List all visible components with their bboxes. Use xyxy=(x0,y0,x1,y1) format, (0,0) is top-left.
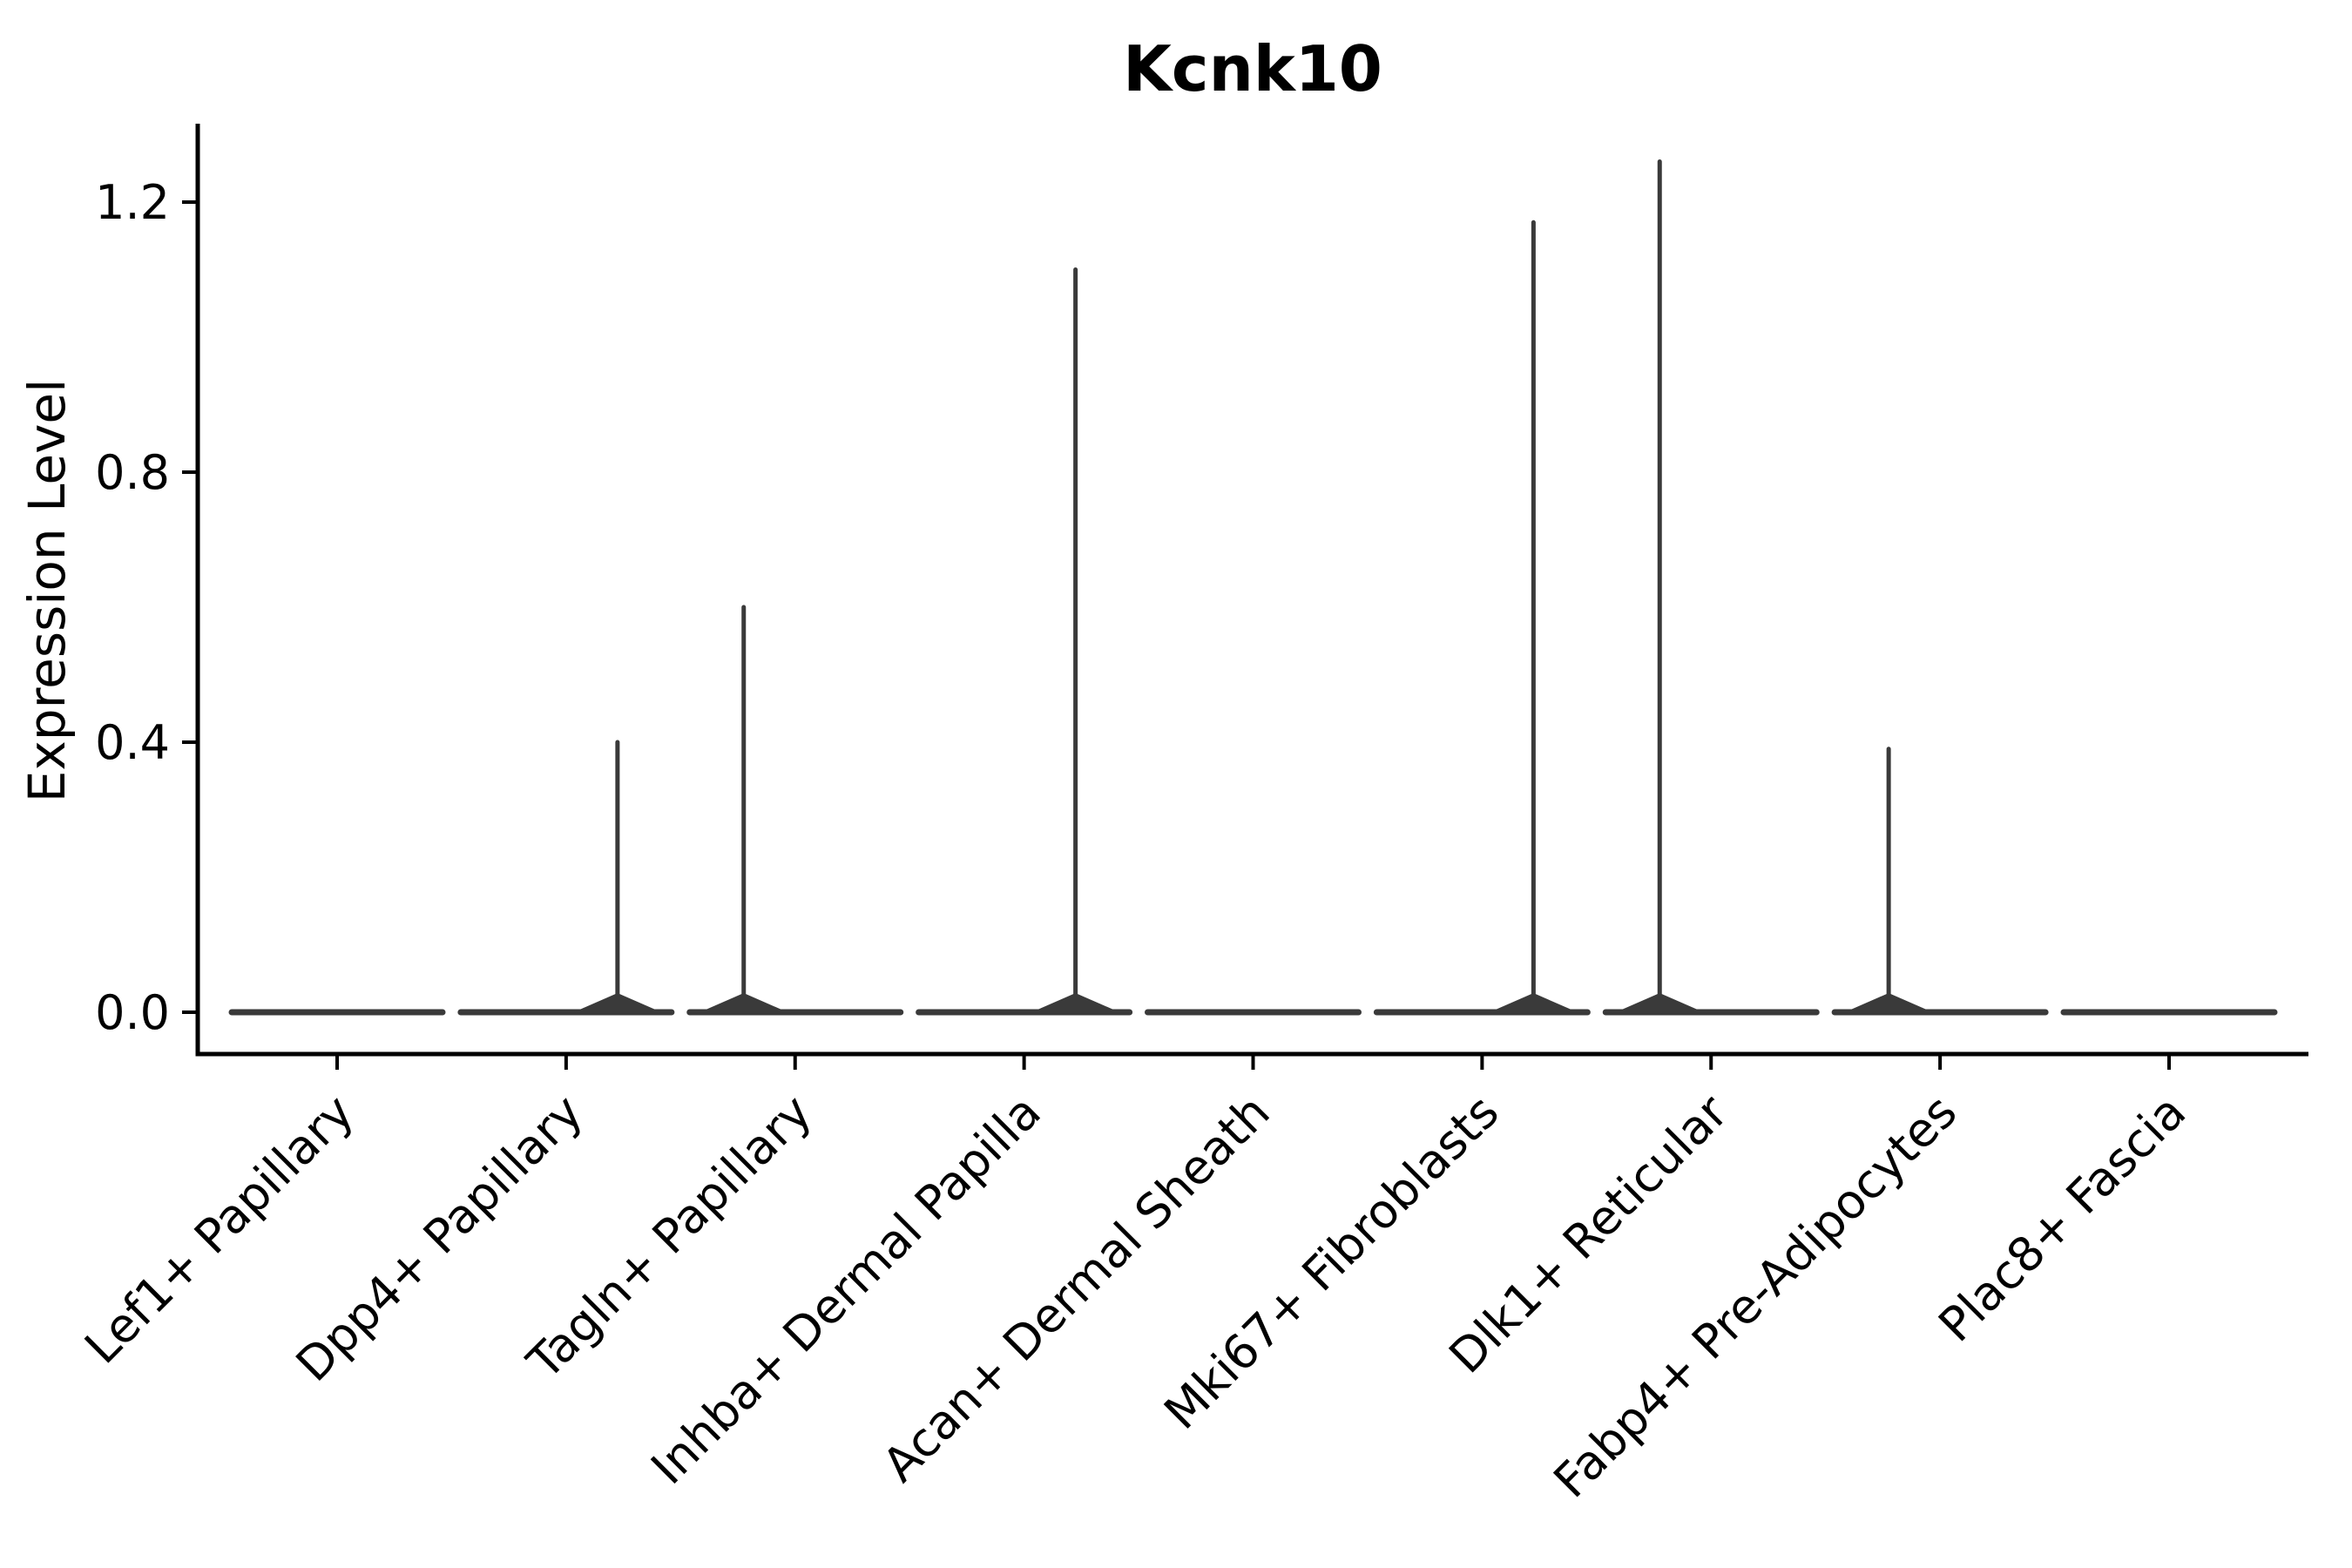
y-tick-label: 0.8 xyxy=(95,445,170,500)
y-tick-label: 0.0 xyxy=(95,985,170,1040)
ticks-layer xyxy=(182,200,2171,1070)
y-tick-label: 1.2 xyxy=(95,175,170,230)
chart-title: Kcnk10 xyxy=(1123,32,1382,105)
y-axis-label: Expression Level xyxy=(17,379,77,802)
violins-layer xyxy=(228,159,2278,1016)
y-tick-label: 0.4 xyxy=(95,715,170,770)
